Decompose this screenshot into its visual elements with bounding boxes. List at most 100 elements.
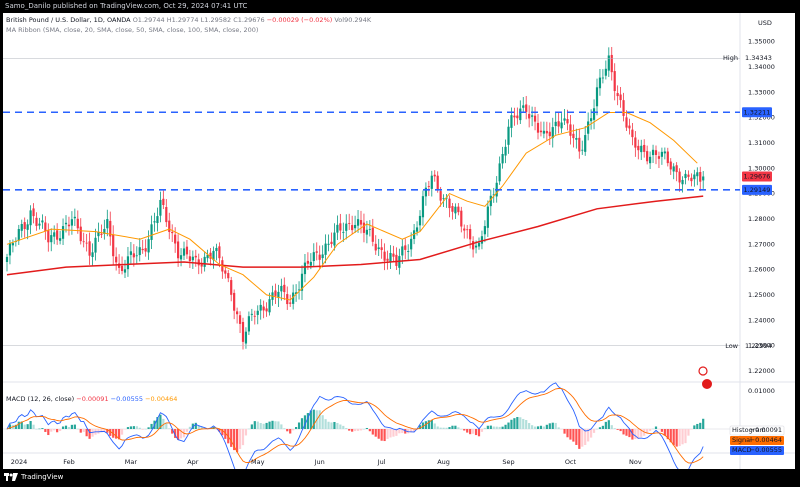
macd-histogram-bar <box>327 421 330 429</box>
macd-histogram-bar <box>421 422 425 429</box>
macd-histogram-bar <box>144 428 147 430</box>
macd-histogram-bar <box>433 423 436 429</box>
candle-body <box>327 243 330 245</box>
candle-body <box>519 108 522 121</box>
candle-body <box>693 174 696 180</box>
candle-body <box>451 206 454 212</box>
candle-body <box>188 256 191 262</box>
candle-body <box>407 250 410 252</box>
tradingview-logo[interactable]: TradingView <box>4 472 63 482</box>
macd-histogram-bar <box>342 425 345 429</box>
macd-histogram-bar <box>241 429 245 446</box>
macd-histogram-bar <box>424 421 427 429</box>
candle-body <box>389 253 392 262</box>
candle-body <box>572 133 575 139</box>
macd-histogram-bar <box>660 429 663 432</box>
macd-histogram-bar <box>280 424 283 429</box>
candle-body <box>112 234 115 257</box>
candle-body <box>545 130 548 134</box>
macd-histogram-bar <box>675 429 678 447</box>
chart-panel[interactable]: USD 1.35000 1.34000 1.33000 1.32000 1.31000 1.… <box>3 13 795 469</box>
candle-body <box>466 229 469 231</box>
candle-body <box>203 256 206 267</box>
candle-body <box>297 289 301 291</box>
candle-body <box>5 256 9 262</box>
macd-histogram-bar <box>607 420 610 429</box>
candle-body <box>141 248 144 251</box>
candle-body <box>32 208 35 217</box>
macd-histogram-bar <box>463 429 466 431</box>
macd-histogram-bar <box>85 429 88 437</box>
candle-body <box>351 225 354 231</box>
candle-body <box>150 224 153 240</box>
macd-histogram-bar <box>575 429 578 445</box>
candle-body <box>421 196 425 218</box>
candle-body <box>120 265 124 272</box>
candle-body <box>103 228 106 234</box>
macd-histogram-bar <box>53 429 56 431</box>
macd-histogram-bar <box>592 429 596 433</box>
macd-histogram-bar <box>477 429 481 437</box>
macd-histogram-bar <box>61 426 65 429</box>
low-value: 1.22994 <box>745 342 772 350</box>
macd-histogram-bar <box>256 421 259 429</box>
macd-histogram-bar <box>427 420 430 429</box>
macd-histogram-bar <box>374 429 377 437</box>
candle-body <box>233 292 236 311</box>
macd-histogram-bar <box>418 425 422 429</box>
time-tick-label: Aug <box>437 458 450 466</box>
candle-body <box>702 176 705 181</box>
macd-histogram-bar <box>651 428 655 430</box>
candle-body <box>129 251 132 255</box>
publisher-line: Samo_Danilo published on TradingView.com… <box>5 2 248 10</box>
candle-body <box>604 68 607 76</box>
candle-body <box>315 251 318 253</box>
macd-histogram-bar <box>88 429 91 439</box>
price-tick-label: 1.28000 <box>748 215 775 223</box>
macd-histogram-bar <box>666 429 669 440</box>
macd-histogram-bar <box>495 426 498 429</box>
candle-body <box>303 262 307 275</box>
macd-histogram-bar <box>486 425 489 429</box>
candle-body <box>64 222 68 225</box>
candle-body <box>35 217 38 226</box>
macd-histogram-bar <box>215 429 218 430</box>
macd-histogram-bar <box>103 429 106 432</box>
macd-histogram-bar <box>569 429 572 440</box>
legend-low: L1.29582 <box>200 16 232 24</box>
macd-histogram-bar <box>268 421 271 429</box>
candle-body <box>504 146 507 156</box>
macd-histogram-bar <box>321 415 324 429</box>
macd-histogram-bar <box>73 424 76 429</box>
macd-histogram-bar <box>115 429 118 439</box>
candle-body <box>20 224 23 231</box>
candle-body <box>88 241 91 256</box>
macd-histogram-bar <box>572 429 575 442</box>
candle-body <box>179 255 183 260</box>
macd-histogram-bar <box>244 429 248 436</box>
candle-body <box>575 138 578 140</box>
candle-body <box>427 186 430 187</box>
legend-main: British Pound / U.S. Dollar, 1D, OANDA O… <box>6 16 371 24</box>
legend-high: H1.29774 <box>166 16 199 24</box>
macd-histogram-bar <box>233 429 236 451</box>
macd-histogram-bar <box>59 429 62 431</box>
candle-body <box>433 174 436 177</box>
price-chart[interactable]: USD 1.35000 1.34000 1.33000 1.32000 1.31000 1.… <box>3 13 795 469</box>
candle-body <box>560 122 563 129</box>
legend-change: −0.00029 (−0.02%) <box>266 16 333 24</box>
macd-histogram-bar <box>138 427 141 429</box>
macd-histogram-bar <box>581 429 584 447</box>
candle-body <box>498 163 501 182</box>
candle-body <box>73 216 76 219</box>
macd-histogram-bar <box>200 426 203 429</box>
candle-body <box>224 270 227 274</box>
candle-body <box>138 247 141 256</box>
candle-body <box>292 292 295 304</box>
candle-body <box>109 220 112 237</box>
macd-histogram-bar <box>699 422 702 429</box>
time-tick-label: Nov <box>629 458 642 466</box>
macd-histogram-bar <box>590 429 593 438</box>
candle-body <box>678 171 681 183</box>
candle-body <box>525 104 528 112</box>
